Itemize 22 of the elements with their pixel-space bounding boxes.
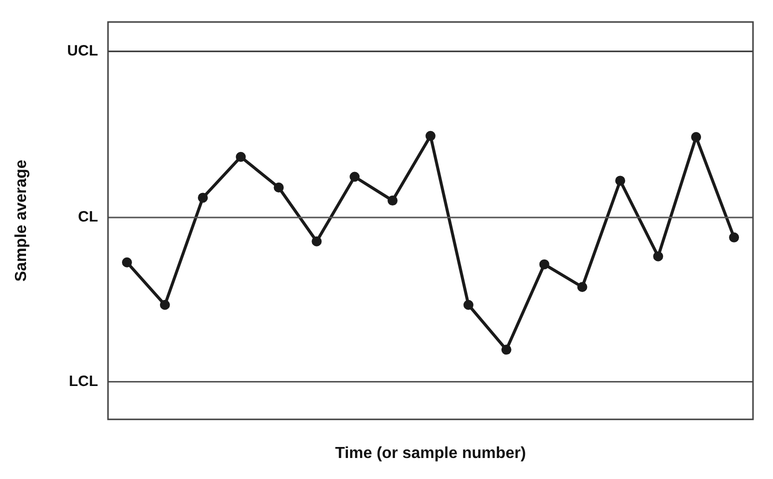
ref-line-label: LCL (68, 372, 98, 390)
point (160, 300, 170, 310)
point (615, 176, 626, 186)
y-axis-title: Sample average (13, 160, 30, 282)
point (312, 236, 322, 246)
point (198, 192, 208, 203)
point (463, 300, 474, 310)
point (729, 232, 740, 242)
point (653, 251, 664, 262)
point (122, 257, 132, 268)
point (539, 259, 550, 270)
point (350, 172, 360, 182)
point (274, 182, 284, 193)
point (691, 132, 702, 142)
x-axis-title: Time (or sample number) (335, 444, 526, 462)
point (501, 344, 512, 355)
point (426, 130, 436, 141)
point (236, 152, 246, 162)
ref-line-label: UCL (67, 42, 98, 60)
point (388, 196, 398, 206)
ref-line-label: CL (78, 208, 98, 226)
point (577, 282, 588, 292)
